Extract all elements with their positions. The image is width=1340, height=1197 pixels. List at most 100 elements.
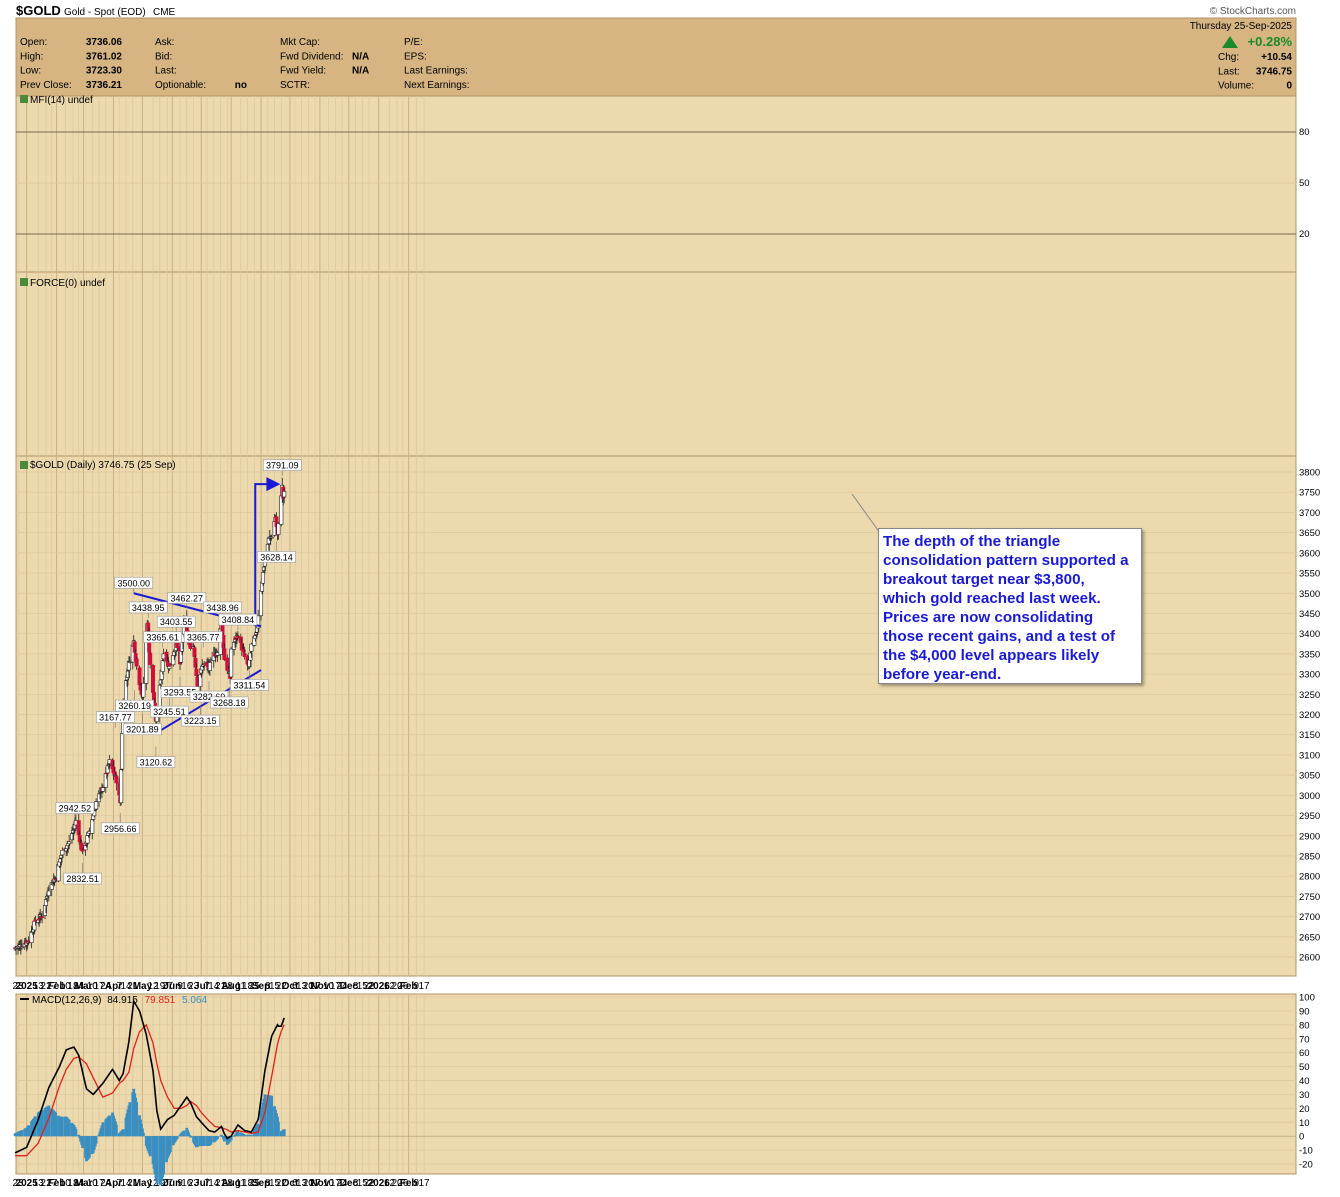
mfi-legend: MFI(14) undef: [20, 95, 93, 106]
callout-line-7: the $4,000 level appears likely: [883, 647, 1100, 664]
x-tick-label: 7: [204, 981, 210, 992]
macd-hist-bar: [121, 1129, 125, 1137]
mfi-axis: 80 50 20: [1299, 127, 1310, 240]
annotation-label: 3462.27: [171, 593, 204, 603]
price-tick-label: 2850: [1299, 851, 1320, 862]
x-tick-label: 24: [337, 981, 349, 992]
force-legend: FORCE(0) undef: [20, 278, 105, 289]
x-tick-label: 18: [242, 1178, 254, 1189]
candle-up: [248, 652, 253, 661]
macd-tick-label: 20: [1299, 1104, 1310, 1115]
x-tick-label: Jun: [163, 981, 181, 992]
target-arrow-head-icon: [266, 477, 281, 492]
x-tick-label: 23: [188, 981, 200, 992]
stat-label: Last:: [1218, 66, 1240, 77]
price-tick-label: 3400: [1299, 629, 1320, 640]
x-tick-label: Feb: [48, 981, 66, 992]
macd-tick-label: 0: [1299, 1132, 1304, 1143]
x-axis-macd: 232025132127Feb101824Mar101724Apr71421Ma…: [12, 1178, 430, 1189]
stat-label: Open:: [20, 37, 47, 48]
stat-label: SCTR:: [280, 80, 310, 91]
header-date: Thursday 25-Sep-2025: [1190, 21, 1293, 32]
x-tick-label: 7: [116, 981, 122, 992]
x-tick-label: 27: [310, 981, 322, 992]
price-label: $GOLD (Daily) 3746.75 (25 Sep): [30, 460, 176, 471]
stat-value: 3723.30: [86, 66, 123, 77]
candle-up: [59, 855, 64, 859]
watermark: © StockCharts.com: [1210, 6, 1296, 17]
annotation-box: [136, 756, 176, 768]
stat-value: 0: [1286, 81, 1292, 92]
header-stats: Open: 3736.06 High: 3761.02 Low: 3723.30 Prev …: [20, 37, 1292, 92]
candle-up: [158, 679, 163, 685]
candle-down: [192, 647, 197, 658]
candle-down: [137, 667, 142, 686]
x-tick-label: Sep: [252, 1178, 270, 1189]
macd-hist-bar: [135, 1102, 139, 1137]
x-tick-label: 27: [162, 1178, 174, 1189]
macd-hist-bar: [243, 1134, 247, 1137]
macd-tick-label: 40: [1299, 1076, 1310, 1087]
x-tick-label: 24: [100, 981, 112, 992]
annotation-box: [209, 696, 249, 709]
x-tick-label: May: [133, 1178, 153, 1189]
candle-up: [282, 491, 287, 498]
callout-line-4: which gold reached last week.: [883, 590, 1101, 607]
annotation-label: 3311.54: [234, 680, 266, 690]
price-tick-label: 3650: [1299, 528, 1320, 539]
x-tick-label: 15: [269, 981, 281, 992]
x-tick-label: 2026: [368, 1178, 391, 1189]
x-tick-label: 27: [46, 981, 58, 992]
x-tick-label: 2026: [368, 981, 391, 992]
candle-down: [76, 820, 81, 836]
stat-value: N/A: [352, 51, 369, 62]
x-tick-label: Dec: [340, 1178, 359, 1189]
x-tick-label: 28: [222, 981, 234, 992]
annotation-box: [218, 613, 258, 626]
x-tick-label: 28: [222, 1178, 234, 1189]
macd-hist-bar: [162, 1136, 166, 1174]
x-tick-label: 15: [357, 1178, 369, 1189]
stat-label: P/E:: [404, 37, 423, 48]
candle-down: [193, 657, 198, 668]
candle-down: [148, 652, 153, 665]
annotation-box: [128, 601, 168, 614]
macd-hist-bar: [223, 1136, 226, 1142]
x-tick-label: 19: [154, 981, 166, 992]
stat-label: Prev Close:: [20, 80, 72, 91]
x-tick-label: 21: [40, 981, 52, 992]
callout-line-6: those recent gains, and a test of: [883, 628, 1116, 645]
macd-label-name: MACD(12,26,9): [32, 995, 101, 1006]
stat-label: Optionable:: [155, 80, 206, 91]
candle-up: [100, 787, 105, 792]
x-tick-label: Mar: [75, 1178, 93, 1189]
x-tick-label: 10: [87, 1178, 99, 1189]
macd-legend: MACD(12,26,9) 84.915 79.851 5.064: [20, 995, 207, 1006]
x-tick-label: Aug: [221, 981, 240, 992]
candle-up: [106, 764, 111, 766]
annotation-box: [150, 705, 189, 718]
x-tick-label: Feb: [400, 1178, 418, 1189]
x-tick-label: 2025: [16, 1178, 39, 1189]
x-tick-label: Jul: [194, 981, 209, 992]
x-tick-label: 9: [177, 981, 183, 992]
x-tick-label: 22: [364, 981, 376, 992]
macd-hist-bar: [77, 1134, 81, 1137]
x-tick-label: Apr: [105, 981, 122, 992]
price-tick-label: 3600: [1299, 548, 1320, 559]
exchange: CME: [153, 7, 176, 18]
callout-line-8: before year-end.: [883, 666, 1002, 683]
x-tick-label: May: [133, 981, 153, 992]
x-tick-label: 10: [60, 981, 72, 992]
stat-label: Fwd Yield:: [280, 66, 326, 77]
header-panel: [15, 17, 1297, 97]
annotation-label: 3403.55: [160, 617, 193, 627]
x-tick-label: 14: [120, 1178, 132, 1189]
candle-up: [141, 682, 146, 698]
annotation-box: [230, 679, 269, 691]
x-tick-label: 10: [60, 1178, 72, 1189]
price-legend: $GOLD (Daily) 3746.75 (25 Sep): [20, 460, 176, 471]
price-tick-label: 3000: [1299, 791, 1320, 802]
x-tick-label: 20: [391, 1178, 403, 1189]
price-tick-label: 3550: [1299, 569, 1320, 580]
